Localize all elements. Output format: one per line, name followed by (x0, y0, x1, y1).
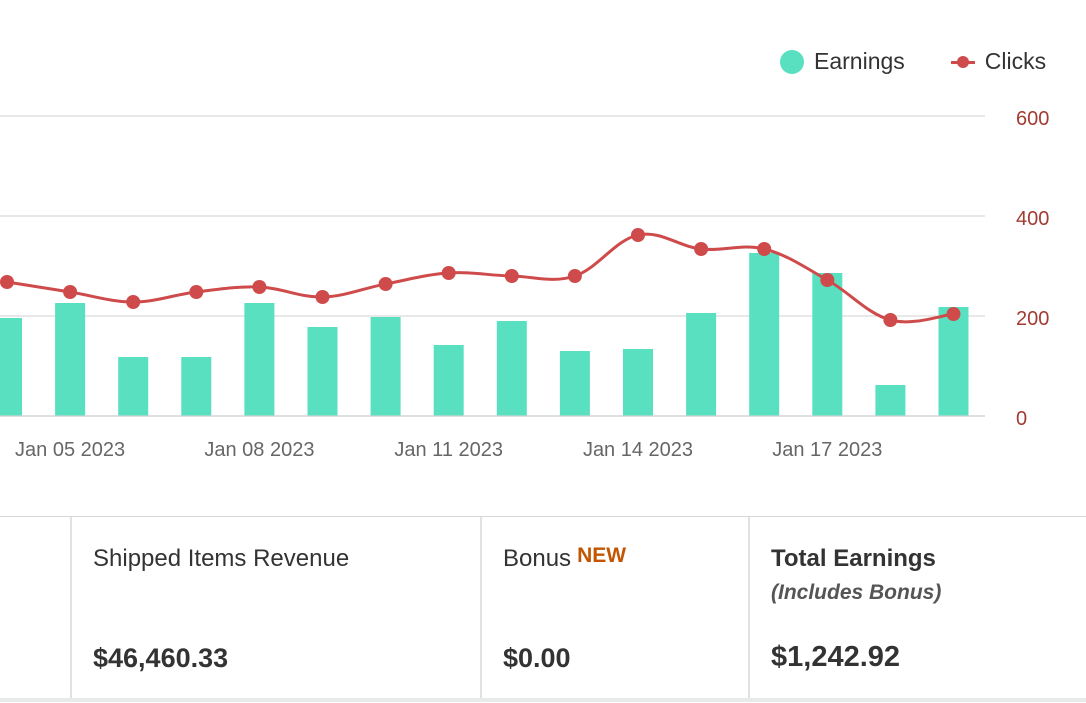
clicks-point-15 (883, 313, 898, 327)
summary-cell-total-earnings: Total Earnings (Includes Bonus) $1,242.9… (748, 517, 1086, 699)
clicks-point-6 (315, 290, 330, 304)
earnings-bar-2 (55, 303, 86, 416)
clicks-point-16 (946, 307, 961, 321)
legend-item-earnings[interactable]: Earnings (780, 48, 905, 75)
earnings-clicks-chart: 0 200 400 600 Jan 05 2023 Jan 08 2023 Jan 11 2… (0, 108, 1049, 461)
bonus-value: $0.00 (503, 643, 571, 673)
earnings-bar-16 (938, 307, 969, 416)
chart-area: 0 200 400 600 Jan 05 2023 Jan 08 2023 Jan 11 2… (0, 48, 1049, 461)
y-tick-label-0: 0 (1016, 408, 1027, 430)
clicks-point-2 (63, 285, 78, 299)
clicks-point-14 (820, 273, 835, 287)
earnings-legend-label: Earnings (814, 48, 905, 74)
earnings-bar-8 (433, 345, 464, 416)
x-tick-label: Jan 08 2023 (204, 439, 314, 461)
bonus-title: Bonus (503, 545, 572, 572)
clicks-point-10 (567, 269, 582, 283)
new-badge: NEW (577, 544, 627, 567)
earnings-bar-7 (370, 317, 401, 416)
earnings-bar-10 (559, 351, 590, 416)
total-earnings-subtitle: (Includes Bonus) (771, 581, 942, 604)
clicks-legend-dot (956, 55, 969, 68)
bonus-title-row: Bonus NEW (503, 544, 627, 573)
total-earnings-title: Total Earnings (771, 545, 936, 572)
shipped-revenue-value: $46,460.33 (93, 643, 229, 673)
earnings-bar-4 (181, 357, 212, 416)
clicks-point-11 (631, 228, 645, 242)
summary-cell-bonus: Bonus NEW $0.00 (480, 517, 750, 699)
x-tick-label: Jan 17 2023 (772, 439, 882, 461)
y-tick-label-600: 600 (1016, 108, 1049, 130)
x-tick-label: Jan 05 2023 (15, 439, 125, 461)
summary-cell-shipped-revenue: Shipped Items Revenue $46,460.33 (70, 517, 482, 699)
earnings-bar-3 (118, 357, 149, 416)
earnings-summary: Shipped Items Revenue $46,460.33 Bonus NE… (0, 516, 1086, 703)
y-tick-label-400: 400 (1016, 208, 1049, 230)
clicks-legend-marker (950, 50, 975, 74)
x-tick-label: Jan 11 2023 (394, 439, 503, 461)
legend-item-clicks[interactable]: Clicks (905, 48, 1046, 75)
clicks-point-8 (441, 266, 456, 280)
chart-legend: Earnings Clicks (780, 48, 1046, 75)
clicks-point-1 (0, 275, 14, 289)
earnings-bar-14 (812, 273, 843, 416)
y-tick-label-200: 200 (1016, 308, 1049, 330)
clicks-legend-label: Clicks (984, 48, 1047, 74)
earnings-bar-15 (875, 385, 906, 416)
earnings-bar-12 (686, 313, 717, 416)
clicks-point-3 (126, 295, 141, 309)
x-tick-label: Jan 14 2023 (583, 439, 693, 461)
earnings-bar-9 (496, 321, 527, 416)
clicks-point-4 (189, 285, 204, 299)
earnings-bar-1 (0, 318, 22, 416)
earnings-bar-6 (307, 327, 338, 416)
clicks-point-9 (504, 269, 519, 283)
earnings-legend-marker (780, 49, 804, 74)
earnings-bar-11 (623, 349, 653, 416)
shipped-revenue-title: Shipped Items Revenue (93, 545, 350, 572)
total-earnings-value: $1,242.92 (771, 641, 901, 673)
clicks-point-5 (252, 280, 267, 294)
earnings-bar-13 (749, 253, 780, 416)
clicks-line (6, 232, 954, 324)
clicks-point-12 (694, 242, 709, 256)
earnings-bar-5 (244, 303, 275, 416)
clicks-point-13 (757, 242, 772, 256)
clicks-point-7 (378, 277, 393, 291)
bottom-divider (0, 698, 1086, 702)
